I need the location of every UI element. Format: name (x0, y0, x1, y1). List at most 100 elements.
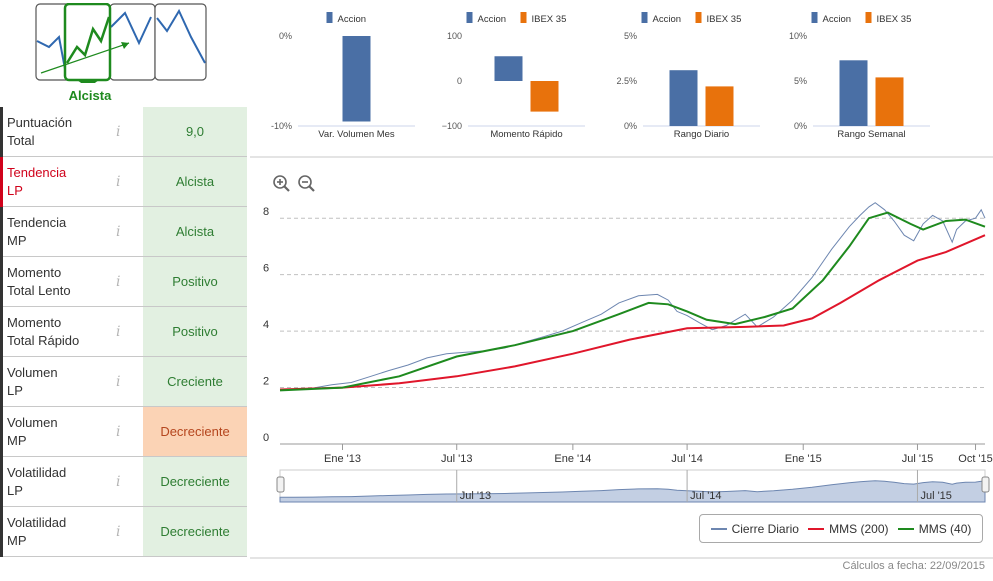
legend-label-cierre: Cierre Diario (731, 521, 799, 536)
row-value: Creciente (143, 357, 247, 406)
info-icon[interactable]: i (116, 474, 121, 490)
mini-legend-label: Accion (653, 14, 682, 25)
mini-chart-title: Var. Volumen Mes (318, 129, 395, 140)
mini-bar (494, 56, 523, 81)
info-icon[interactable]: i (116, 274, 121, 290)
row-value: Decreciente (143, 407, 247, 456)
score-row: Volumen LP i Creciente (0, 357, 247, 407)
row-marker (0, 257, 3, 307)
legend-label-mms200: MMS (200) (829, 521, 889, 536)
info-icon[interactable]: i (116, 524, 121, 540)
mini-legend-swatch (641, 12, 648, 23)
row-marker (0, 107, 3, 157)
row-value: Decreciente (143, 507, 247, 556)
navigator-tick-label: Jul '15 (920, 490, 951, 502)
info-icon[interactable]: i (116, 424, 121, 440)
mini-legend-swatch (520, 12, 527, 23)
legend-label-mms40: MMS (40) (918, 521, 972, 536)
legend-swatch-cierre (710, 527, 727, 530)
mini-tick-label: 5% (794, 76, 807, 86)
trend-option-right[interactable] (154, 3, 207, 81)
row-value: Alcista (143, 207, 247, 256)
mini-chart: 10% 5% 0% Accion IBEX 35 Rango Semanal (789, 12, 930, 140)
x-tick-label: Oct '15 (958, 453, 993, 465)
mini-legend-swatch (865, 12, 872, 23)
zoom-out-icon[interactable] (297, 174, 315, 192)
mini-legend-swatch (326, 12, 333, 23)
mini-bar (342, 36, 371, 122)
row-label: Momento Total Lento (7, 265, 71, 298)
row-marker (0, 407, 3, 457)
row-label: Volatilidad LP (7, 465, 67, 498)
navigator-handle-left[interactable] (276, 476, 285, 493)
trend-option-selected[interactable] (63, 3, 112, 82)
mini-chart-title: Rango Diario (674, 129, 729, 140)
row-label: Tendencia MP (7, 215, 67, 248)
mini-chart: 0% -10% Accion Var. Volumen Mes (271, 12, 415, 140)
mini-tick-label: 0% (624, 121, 637, 131)
mini-tick-label: 5% (624, 31, 637, 41)
y-tick-label: 6 (263, 263, 269, 275)
series-mms200 (279, 234, 986, 391)
legend-item-mms40[interactable]: MMS (40) (897, 521, 972, 536)
info-icon[interactable]: i (116, 124, 121, 140)
row-label: Volumen LP (7, 365, 58, 398)
mini-bar (875, 77, 904, 126)
row-label: Volumen MP (7, 415, 58, 448)
row-value: 9,0 (143, 107, 247, 156)
mini-bar (705, 86, 734, 126)
price-chart: 0 2 4 6 8 Ene '13 Jul '13 Ene '14 Jul '14 Ene '15… (250, 156, 993, 559)
navigator-tick-label: Jul '14 (690, 490, 721, 502)
score-row: Momento Total Rápido i Positivo (0, 307, 247, 357)
row-marker (0, 357, 3, 407)
info-icon[interactable]: i (116, 324, 121, 340)
mini-tick-label: 2.5% (616, 76, 637, 86)
mini-legend-label: IBEX 35 (707, 14, 742, 25)
legend-swatch-mms200 (808, 527, 825, 530)
info-icon[interactable]: i (116, 374, 121, 390)
trend-label: Alcista (68, 88, 112, 103)
mini-tick-label: 0% (794, 121, 807, 131)
row-label: Tendencia LP (7, 165, 67, 198)
x-tick-label: Jul '15 (902, 453, 933, 465)
mini-tick-label: -10% (271, 121, 292, 131)
series-mms40 (279, 211, 986, 392)
calc-date-footer: Cálculos a fecha: 22/09/2015 (842, 560, 986, 572)
legend-swatch-mms40 (897, 527, 914, 530)
mini-legend-label: IBEX 35 (877, 14, 912, 25)
navigator-tick-label: Jul '13 (460, 490, 491, 502)
x-tick-label: Ene '14 (554, 453, 591, 465)
score-row: Tendencia LP i Alcista (0, 157, 247, 207)
chart-legend: Cierre Diario MMS (200) MMS (40) (699, 514, 983, 543)
y-tick-label: 8 (263, 206, 269, 218)
score-table: Puntuación Total i 9,0 Tendencia LP i Alcista… (0, 107, 247, 557)
mini-legend-label: Accion (338, 14, 367, 25)
mini-legend-swatch (811, 12, 818, 23)
info-icon[interactable]: i (116, 174, 121, 190)
score-row: Puntuación Total i 9,0 (0, 107, 247, 157)
score-row: Volatilidad MP i Decreciente (0, 507, 247, 557)
mini-chart: 5% 2.5% 0% Accion IBEX 35 Rango Diario (616, 12, 760, 140)
info-icon[interactable]: i (116, 224, 121, 240)
row-value: Positivo (143, 307, 247, 356)
series-cierre-diario (279, 202, 986, 391)
row-marker (0, 207, 3, 257)
legend-item-cierre[interactable]: Cierre Diario (710, 521, 799, 536)
x-tick-label: Jul '14 (671, 453, 702, 465)
trend-option-mid[interactable] (109, 3, 156, 81)
score-row: Tendencia MP i Alcista (0, 207, 247, 257)
row-value: Alcista (143, 157, 247, 206)
score-row: Volatilidad LP i Decreciente (0, 457, 247, 507)
navigator-handle-right[interactable] (981, 476, 990, 493)
row-marker (0, 457, 3, 507)
mini-bar (530, 81, 559, 112)
zoom-in-icon[interactable] (272, 174, 290, 192)
score-row: Momento Total Lento i Positivo (0, 257, 247, 307)
row-label: Volatilidad MP (7, 515, 67, 548)
mini-tick-label: 0% (279, 31, 292, 41)
mini-tick-label: −100 (442, 121, 462, 131)
legend-item-mms200[interactable]: MMS (200) (808, 521, 889, 536)
mini-chart-title: Momento Rápido (490, 129, 562, 140)
row-marker (0, 507, 3, 557)
